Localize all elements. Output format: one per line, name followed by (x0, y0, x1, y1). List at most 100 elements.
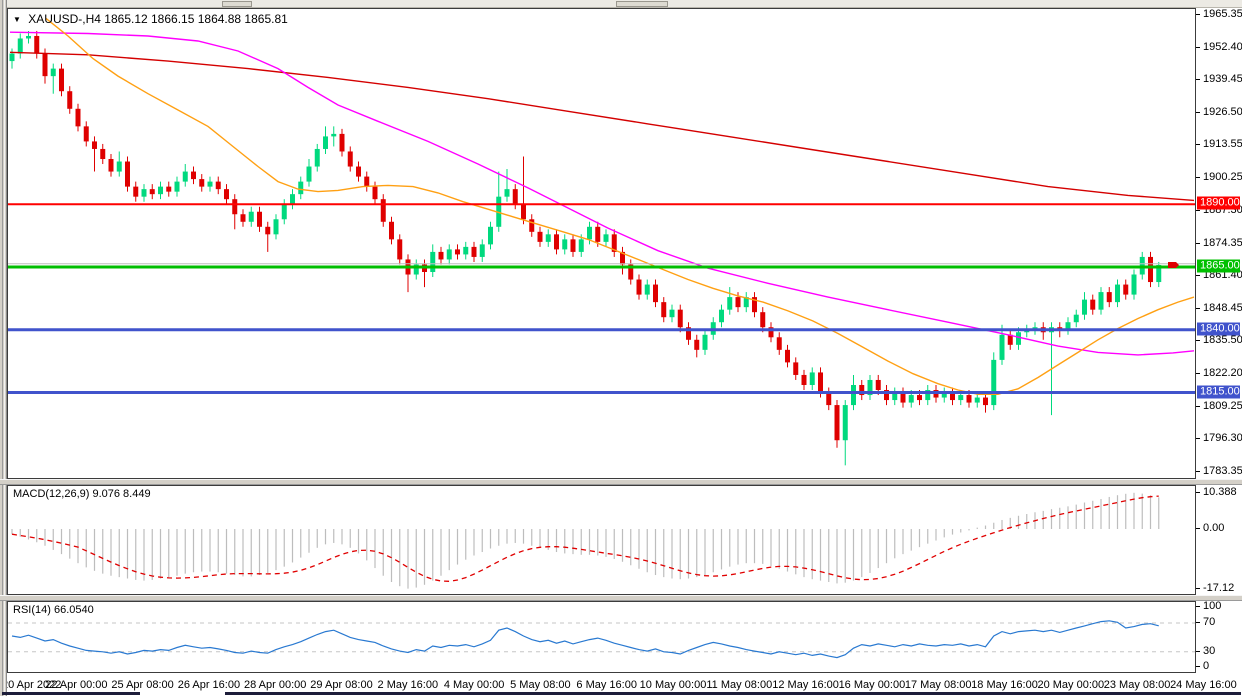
price-chart-panel[interactable]: ▼ XAUUSD-,H4 1865.12 1866.15 1864.88 186… (7, 8, 1196, 479)
rsi-axis-tick (1196, 606, 1200, 607)
macd-axis-tick (1196, 528, 1200, 529)
candle (603, 229, 609, 247)
candle (116, 151, 122, 177)
price-level-chip: 1840.00 (1197, 322, 1240, 336)
candle (50, 63, 56, 94)
candle (75, 103, 81, 132)
candle (694, 334, 700, 358)
macd-panel[interactable]: MACD(12,26,9) 9.076 8.449 (7, 485, 1196, 595)
macd-axis-label: -17.12 (1203, 581, 1235, 594)
price-level-chip: 1815.00 (1197, 385, 1240, 399)
rsi-chart[interactable] (8, 602, 1195, 672)
y-axis-tick (1196, 471, 1200, 472)
candle (669, 304, 675, 323)
time-axis-label: 4 May 00:00 (443, 679, 505, 691)
macd-chart[interactable] (8, 486, 1195, 594)
candle (537, 226, 543, 247)
price-axis-label: 1835.50 (1203, 334, 1242, 347)
last-price-marker (1168, 261, 1179, 268)
rsi-axis-label: 70 (1203, 616, 1216, 628)
candle (380, 194, 386, 227)
panel-splitter[interactable] (0, 595, 1242, 601)
rsi-panel[interactable]: RSI(14) 66.0540 (7, 601, 1196, 673)
candle (991, 352, 997, 411)
candle (125, 156, 130, 192)
y-axis-tick (1196, 242, 1200, 244)
candle (496, 171, 502, 232)
time-axis-label: 23 May 08:00 (1103, 679, 1171, 691)
candle (356, 161, 361, 182)
candle (215, 176, 221, 195)
time-axis-label: 25 Apr 08:00 (111, 679, 174, 691)
candle (149, 184, 155, 200)
moving-average-magenta (9, 31, 1195, 356)
candle (826, 387, 832, 411)
candle (1082, 292, 1087, 320)
candle (413, 259, 419, 280)
candle (562, 234, 568, 255)
dropdown-icon[interactable]: ▼ (13, 15, 21, 24)
rsi-axis-label: 30 (1203, 644, 1216, 657)
candle (199, 174, 205, 192)
candle (281, 199, 287, 225)
candle (133, 181, 139, 202)
macd-signal-line (11, 495, 1159, 582)
candle (512, 184, 518, 210)
candle (867, 374, 873, 401)
candle (207, 176, 213, 192)
candle (752, 292, 757, 318)
time-axis-label: 11 May 08:00 (706, 679, 773, 691)
time-axis-label: 26 Apr 16:00 (177, 679, 241, 691)
candle (1090, 294, 1096, 315)
candle (785, 344, 790, 368)
candle (529, 214, 535, 237)
candle (347, 146, 353, 172)
panel-splitter[interactable] (0, 479, 1242, 485)
candle (983, 392, 988, 413)
macd-label: MACD(12,26,9) 9.076 8.449 (13, 488, 151, 500)
candle (174, 176, 180, 197)
candle (801, 369, 807, 391)
candle (42, 48, 48, 84)
rsi-axis-tick (1196, 650, 1200, 652)
candle (306, 159, 312, 187)
time-axis-label: 12 May 16:00 (772, 679, 839, 691)
candle (1123, 279, 1129, 300)
rsi-axis-tick (1196, 666, 1200, 667)
candle (702, 329, 708, 355)
time-axis-label: 20 May 00:00 (1037, 679, 1105, 691)
candle (166, 181, 172, 197)
candle (1098, 287, 1104, 315)
candle (727, 287, 733, 315)
macd-axis-tick (1196, 587, 1200, 589)
time-axis[interactable]: 20 Apr 2022 22 Apr 00:00 25 Apr 08:00 26 Ap… (0, 673, 1242, 696)
moving-average-red (9, 51, 1195, 202)
candle (1106, 287, 1112, 308)
candle (17, 33, 23, 59)
candle (974, 392, 980, 408)
candle (1007, 329, 1013, 350)
candle (760, 307, 766, 333)
price-axis-label: 1900.25 (1203, 171, 1242, 184)
candles-layer (9, 30, 1162, 466)
h-scrollbar-segment[interactable] (225, 692, 1241, 695)
candle (34, 30, 40, 59)
y-axis-tick (1196, 275, 1200, 277)
candle (809, 367, 815, 391)
price-axis-label: 1809.25 (1203, 399, 1242, 412)
price-axis[interactable]: 1965.35 1952.40 1939.45 1926.50 1913.55 1900.… (1196, 0, 1242, 696)
candle (240, 209, 246, 227)
candle (257, 206, 262, 232)
candle (59, 63, 64, 97)
price-axis-label: 1783.35 (1203, 465, 1242, 477)
candle (141, 184, 147, 202)
y-axis-tick (1196, 46, 1200, 48)
candlestick-chart[interactable] (8, 9, 1195, 478)
candle (578, 234, 584, 257)
candle (834, 400, 840, 448)
candle (1131, 269, 1137, 300)
h-scrollbar-segment[interactable] (2, 692, 140, 695)
y-axis-tick (1196, 79, 1200, 81)
candle (298, 176, 304, 200)
candle (677, 304, 683, 333)
